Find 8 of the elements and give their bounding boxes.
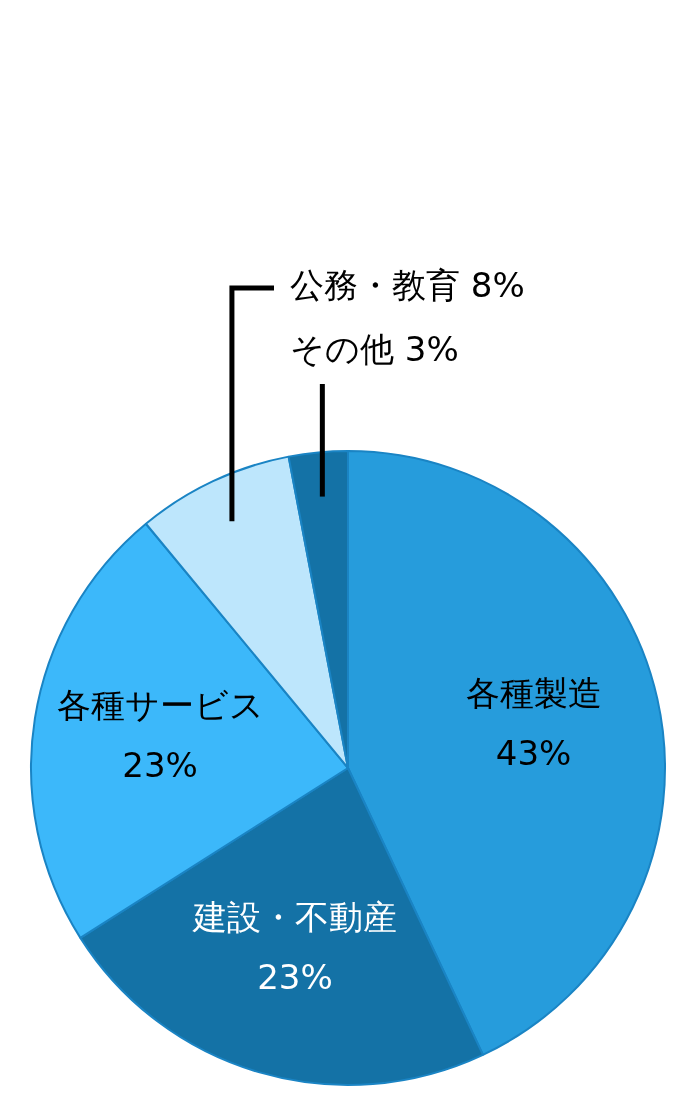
slice-label: 各種サービス [56, 685, 264, 726]
data-label: 23% [122, 745, 198, 786]
slice-label: 公務・教育 8% [290, 264, 525, 305]
data-label: 43% [495, 733, 572, 774]
data-label: 23% [257, 957, 333, 998]
slice-label: 建設・不動産 [191, 897, 397, 938]
slice-label: 各種製造 [465, 673, 602, 714]
slice-label: その他 3% [290, 328, 459, 369]
